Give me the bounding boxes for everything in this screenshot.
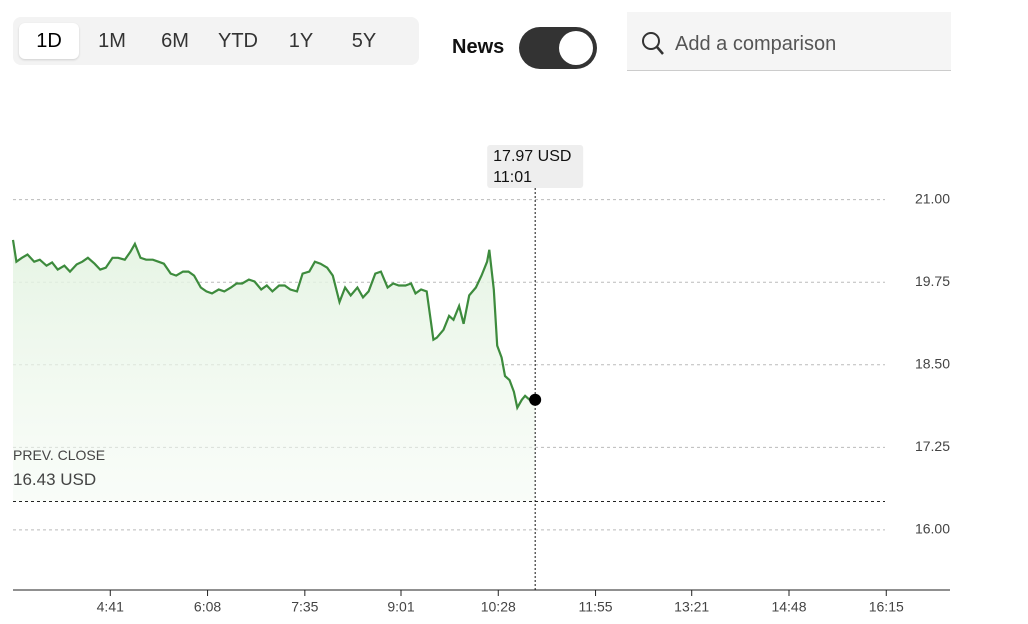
y-tick-label: 16.00 (915, 521, 950, 537)
x-tick-label: 7:35 (291, 599, 318, 615)
y-tick-label: 21.00 (915, 190, 950, 206)
range-selector: 1D 1M 6M YTD 1Y 5Y (13, 17, 419, 65)
x-tick-label: 4:41 (97, 599, 124, 615)
search-icon (642, 32, 664, 55)
tooltip-box (487, 145, 584, 188)
tooltip-time: 11:01 (493, 169, 532, 186)
y-tick-label: 17.25 (915, 438, 950, 454)
x-tick-label: 6:08 (194, 599, 221, 615)
range-button[interactable]: 1D (19, 23, 79, 59)
prev-close-value: 16.43 USD (13, 470, 96, 489)
tooltip-value: 17.97 USD (493, 148, 571, 165)
x-tick-label: 16:15 (869, 599, 904, 615)
x-tick-label: 10:28 (481, 599, 516, 615)
current-point (529, 393, 542, 406)
news-label: News (452, 36, 505, 58)
news-toggle[interactable] (519, 27, 597, 69)
area (13, 239, 536, 502)
comparison-search[interactable]: Add a comparison (627, 12, 951, 71)
range-button[interactable]: 6M (161, 30, 189, 52)
y-tick-label: 18.50 (915, 355, 950, 371)
range-button[interactable]: YTD (218, 30, 258, 52)
prev-close-label: PREV. CLOSE (13, 447, 105, 463)
y-tick-label: 19.75 (915, 273, 950, 289)
x-tick-label: 9:01 (387, 599, 414, 615)
search-placeholder: Add a comparison (675, 33, 837, 55)
x-tick-label: 11:55 (579, 599, 613, 615)
x-tick-label: 14:48 (771, 599, 806, 615)
range-button[interactable]: 1M (98, 30, 126, 52)
range-button[interactable]: 5Y (351, 30, 377, 52)
x-tick-label: 13:21 (674, 599, 709, 615)
price-line (11, 239, 536, 411)
range-button[interactable]: 1Y (288, 30, 314, 52)
